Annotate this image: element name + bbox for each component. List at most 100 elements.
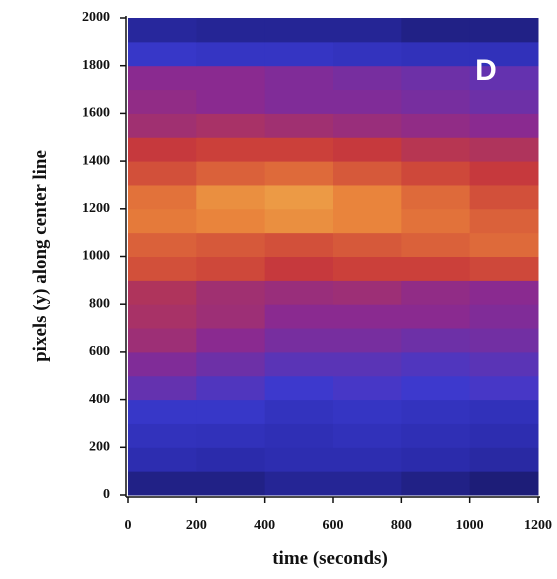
heatmap-cell: [469, 423, 539, 448]
heatmap-cell: [401, 256, 471, 281]
heatmap-cell: [128, 137, 197, 162]
heatmap: [128, 18, 539, 496]
heatmap-cell: [333, 232, 402, 257]
y-axis-label: pixels (y) along center line: [30, 150, 51, 362]
heatmap-cell: [196, 351, 266, 377]
y-tick-label: 2000: [82, 10, 110, 25]
x-tick-label: 0: [125, 518, 132, 533]
heatmap-cell: [401, 399, 471, 424]
heatmap-cell: [264, 375, 334, 401]
heatmap-cell: [128, 89, 197, 114]
heatmap-cell: [401, 137, 471, 162]
heatmap-cell: [196, 304, 266, 329]
y-tick-label: 400: [89, 392, 110, 407]
heatmap-cell: [469, 208, 539, 234]
heatmap-cell: [128, 256, 197, 281]
heatmap-cell: [469, 447, 539, 472]
y-tick-label: 1400: [82, 153, 110, 168]
heatmap-cell: [333, 137, 402, 162]
heatmap-cell: [196, 89, 266, 114]
heatmap-cell: [401, 184, 471, 210]
heatmap-cell: [264, 423, 334, 448]
heatmap-cell: [333, 471, 402, 496]
heatmap-cell: [196, 232, 266, 257]
heatmap-cell: [264, 137, 334, 162]
heatmap-cell: [264, 18, 334, 43]
heatmap-cell: [264, 65, 334, 91]
heatmap-cell: [401, 161, 471, 186]
heatmap-cell: [333, 256, 402, 281]
y-tick-label: 0: [103, 487, 110, 502]
heatmap-cell: [264, 184, 334, 210]
heatmap-cell: [196, 208, 266, 234]
heatmap-cell: [333, 423, 402, 448]
heatmap-cell: [333, 304, 402, 329]
heatmap-cell: [333, 447, 402, 472]
x-axis-label: time (seconds): [272, 548, 388, 569]
heatmap-cell: [401, 447, 471, 472]
heatmap-cell: [469, 113, 539, 138]
heatmap-cell: [401, 280, 471, 305]
heatmap-cell: [128, 41, 197, 67]
heatmap-cell: [333, 113, 402, 138]
x-tick-label: 200: [186, 518, 207, 533]
heatmap-cell: [264, 161, 334, 186]
heatmap-cell: [264, 208, 334, 234]
heatmap-cell: [196, 375, 266, 401]
x-tick-label: 1000: [456, 518, 484, 533]
heatmap-cell: [264, 232, 334, 257]
heatmap-cell: [196, 113, 266, 138]
heatmap-cell: [128, 18, 197, 43]
heatmap-cell: [469, 351, 539, 377]
heatmap-cell: [264, 471, 334, 496]
heatmap-cell: [333, 41, 402, 67]
heatmap-cell: [469, 375, 539, 401]
y-tick-label: 200: [89, 440, 110, 455]
y-tick-label: 600: [89, 344, 110, 359]
y-tick-label: 800: [89, 296, 110, 311]
heatmap-cell: [469, 232, 539, 257]
heatmap-cell: [401, 41, 471, 67]
heatmap-cell: [264, 280, 334, 305]
heatmap-cell: [128, 280, 197, 305]
heatmap-cell: [196, 399, 266, 424]
heatmap-cell: [469, 65, 539, 91]
heatmap-cell: [264, 256, 334, 281]
heatmap-cell: [469, 280, 539, 305]
heatmap-cell: [264, 41, 334, 67]
heatmap-cell: [196, 423, 266, 448]
heatmap-cell: [469, 184, 539, 210]
heatmap-cell: [264, 89, 334, 114]
heatmap-cell: [264, 304, 334, 329]
heatmap-cell: [333, 184, 402, 210]
heatmap-cell: [469, 89, 539, 114]
heatmap-cell: [401, 18, 471, 43]
heatmap-cell: [333, 375, 402, 401]
x-tick-label: 1200: [524, 518, 552, 533]
heatmap-cell: [401, 471, 471, 496]
heatmap-cell: [128, 65, 197, 91]
heatmap-cell: [196, 328, 266, 353]
heatmap-cell: [128, 304, 197, 329]
heatmap-cell: [401, 375, 471, 401]
heatmap-cell: [128, 161, 197, 186]
heatmap-cell: [333, 65, 402, 91]
heatmap-cell: [196, 41, 266, 67]
heatmap-cell: [333, 208, 402, 234]
heatmap-cell: [401, 328, 471, 353]
heatmap-cell: [401, 208, 471, 234]
heatmap-cell: [264, 447, 334, 472]
heatmap-cell: [469, 41, 539, 67]
heatmap-cell: [333, 161, 402, 186]
heatmap-cell: [469, 161, 539, 186]
y-tick-label: 1000: [82, 249, 110, 264]
heatmap-cell: [333, 399, 402, 424]
heatmap-cell: [128, 471, 197, 496]
x-tick-label: 800: [391, 518, 412, 533]
heatmap-cell: [469, 256, 539, 281]
x-tick-label: 400: [254, 518, 275, 533]
heatmap-cell: [401, 423, 471, 448]
heatmap-cell: [128, 375, 197, 401]
heatmap-cell: [128, 328, 197, 353]
